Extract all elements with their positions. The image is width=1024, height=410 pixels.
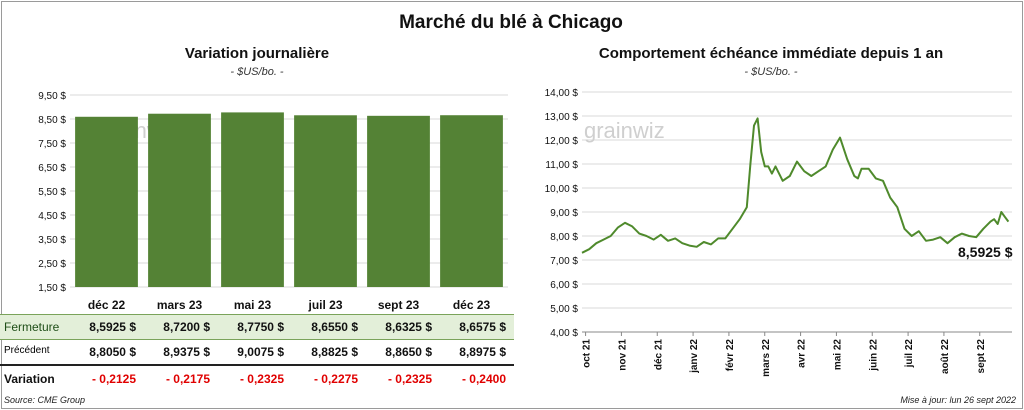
line-x-tick-label: déc 21	[653, 339, 664, 371]
bar-category-label: déc 23	[453, 298, 491, 312]
last-value-label: 8,5925 $	[958, 244, 1013, 260]
line-x-tick-label: oct 21	[582, 339, 593, 368]
table-cell: 8,8975 $	[459, 345, 506, 359]
line-x-tick-label: avr 22	[797, 339, 808, 368]
table-cell: 8,6575 $	[459, 320, 506, 334]
bar-y-tick-label: 2,50 $	[38, 259, 66, 270]
table-cell: 9,0075 $	[237, 345, 284, 359]
bar	[221, 112, 284, 288]
table-cell: 8,5925 $	[89, 320, 136, 334]
table-cell: - 0,2325	[387, 372, 432, 386]
bar	[440, 115, 503, 287]
bar-chart: grainwiz 1,50 $2,50 $3,50 $4,50 $5,50 $6…	[38, 91, 508, 312]
table-cell: 8,9375 $	[163, 345, 210, 359]
table-cell: 8,6550 $	[311, 320, 358, 334]
table-cell: 8,7200 $	[163, 320, 210, 334]
table-cell: - 0,2400	[461, 372, 506, 386]
line-y-tick-label: 9,00 $	[550, 208, 578, 219]
line-y-tick-label: 14,00 $	[545, 88, 579, 99]
bar-category-label: déc 22	[88, 298, 126, 312]
line-y-tick-label: 6,00 $	[550, 280, 578, 291]
right-watermark: grainwiz	[584, 118, 665, 143]
bar-category-label: mars 23	[157, 298, 203, 312]
source-note: Source: CME Group	[4, 395, 86, 405]
bar	[148, 113, 211, 287]
line-y-tick-label: 8,00 $	[550, 232, 578, 243]
bar-category-label: mai 23	[234, 298, 272, 312]
right-chart-unit: - $US/bo. -	[744, 66, 798, 78]
table-row-close: Fermeture 8,5925 $ 8,7200 $ 8,7750 $ 8,6…	[0, 314, 514, 340]
bar-y-tick-label: 9,50 $	[38, 91, 66, 102]
table-cell: 8,6325 $	[385, 320, 432, 334]
table-cell: - 0,2175	[165, 372, 210, 386]
left-chart-unit: - $US/bo. -	[230, 66, 284, 78]
table-cell: - 0,2275	[313, 372, 358, 386]
line-x-tick-label: nov 21	[617, 339, 628, 371]
right-chart-title: Comportement échéance immédiate depuis 1…	[598, 45, 944, 62]
line-x-tick-label: juil 22	[904, 339, 915, 369]
bar-y-tick-label: 8,50 $	[38, 115, 66, 126]
bar	[367, 115, 430, 287]
line-chart: grainwiz 4,00 $ 5,00 $ 6,00 $ 7,00 $ 8,00 $ 9…	[545, 88, 1013, 377]
table-cell: 8,7750 $	[237, 320, 284, 334]
bar-y-tick-label: 7,50 $	[38, 139, 66, 150]
line-x-tick-label: mai 22	[832, 339, 843, 371]
bar-y-tick-label: 6,50 $	[38, 163, 66, 174]
line-y-tick-label: 13,00 $	[545, 112, 579, 123]
row-label: Précédent	[4, 345, 50, 356]
bar-category-label: juil 23	[307, 298, 342, 312]
bar-y-tick-label: 1,50 $	[38, 283, 66, 294]
line-x-tick-label: févr 22	[725, 339, 736, 372]
table-cell: 8,8825 $	[311, 345, 358, 359]
bar-y-tick-label: 3,50 $	[38, 235, 66, 246]
table-cell: 8,8050 $	[89, 345, 136, 359]
price-series-line	[581, 117, 1010, 254]
update-note: Mise à jour: lun 26 sept 2022	[900, 395, 1016, 405]
bar-y-tick-label: 4,50 $	[38, 211, 66, 222]
line-x-tick-label: mars 22	[761, 339, 772, 377]
line-x-tick-label: juin 22	[868, 339, 879, 372]
table-cell: - 0,2125	[91, 372, 136, 386]
table-cell: 8,8650 $	[385, 345, 432, 359]
line-x-tick-label: sept 22	[976, 339, 987, 374]
row-label: Variation	[4, 372, 55, 386]
bar	[75, 116, 138, 287]
bar-category-label: sept 23	[378, 298, 420, 312]
line-x-tick-label: janv 22	[689, 339, 700, 374]
page-title: Marché du blé à Chicago	[399, 12, 623, 33]
line-y-tick-label: 4,00 $	[550, 328, 578, 339]
table-row-variation: Variation - 0,2125 - 0,2175 - 0,2325 - 0…	[0, 366, 514, 392]
bar-y-tick-label: 5,50 $	[38, 187, 66, 198]
line-y-tick-label: 5,00 $	[550, 304, 578, 315]
left-chart-title: Variation journalière	[184, 45, 330, 62]
line-y-tick-label: 12,00 $	[545, 136, 579, 147]
table-cell: - 0,2325	[239, 372, 284, 386]
row-label: Fermeture	[4, 320, 60, 334]
line-y-tick-label: 10,00 $	[545, 184, 579, 195]
line-y-tick-label: 11,00 $	[545, 160, 578, 171]
table-row-previous: Précédent 8,8050 $ 8,9375 $ 9,0075 $ 8,8…	[0, 339, 514, 366]
line-y-tick-label: 7,00 $	[550, 256, 578, 267]
bar	[294, 115, 357, 287]
line-x-tick-label: août 22	[940, 339, 951, 374]
